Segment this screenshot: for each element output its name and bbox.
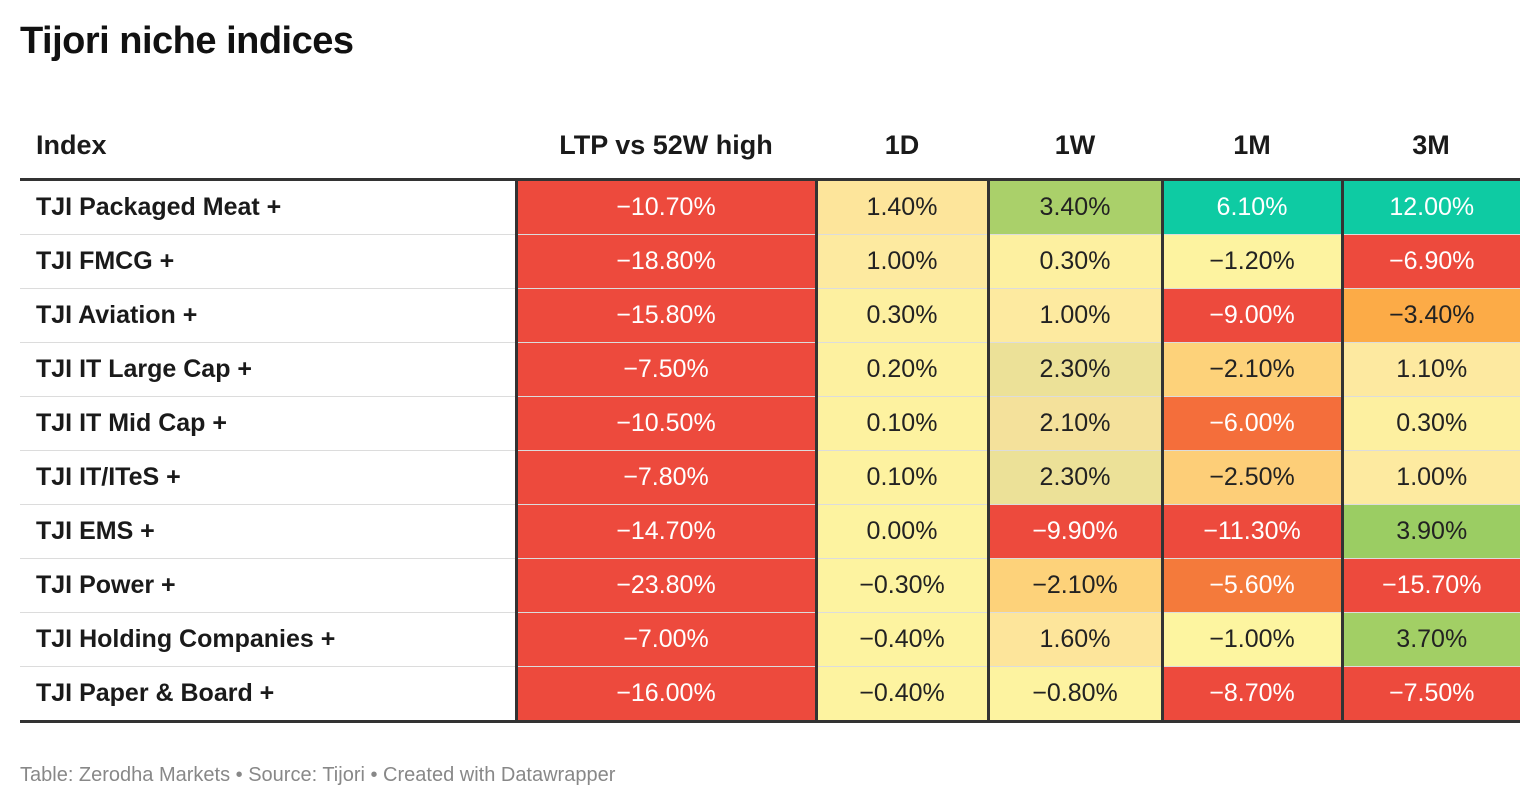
value-cell-1w: 0.30%	[986, 234, 1162, 289]
value-cell-1d: 0.10%	[814, 396, 988, 451]
value-cell-1w: 1.00%	[986, 288, 1162, 343]
column-header-ltp-vs-52w-high[interactable]: LTP vs 52W high	[516, 112, 816, 181]
value-cell-1d: 1.00%	[814, 234, 988, 289]
index-name-cell: TJI Power +	[20, 558, 516, 613]
value-cell-1m: −8.70%	[1160, 666, 1342, 723]
value-cell-3m: 0.30%	[1340, 396, 1520, 451]
value-cell-3m: 3.70%	[1340, 612, 1520, 667]
column-header-1d[interactable]: 1D	[816, 112, 988, 181]
value-cell-1m: −2.50%	[1160, 450, 1342, 505]
value-cell-1d: 0.00%	[814, 504, 988, 559]
value-cell-1d: −0.30%	[814, 558, 988, 613]
index-name-cell: TJI Packaged Meat +	[20, 179, 516, 235]
value-cell-1m: −1.20%	[1160, 234, 1342, 289]
column-header-1w[interactable]: 1W	[988, 112, 1162, 181]
header-row: Index LTP vs 52W high 1D 1W 1M 3M	[20, 112, 1520, 181]
value-cell-3m: −15.70%	[1340, 558, 1520, 613]
value-cell-3m: −3.40%	[1340, 288, 1520, 343]
value-cell-ltp-vs-52w-high: −10.50%	[514, 396, 816, 451]
table-row: TJI IT Mid Cap + −10.50% 0.10% 2.10% −6.00% 0…	[20, 396, 1520, 451]
value-cell-1d: 0.10%	[814, 450, 988, 505]
index-name-cell: TJI Paper & Board +	[20, 666, 516, 723]
table-row: TJI EMS + −14.70% 0.00% −9.90% −11.30% 3.90%	[20, 504, 1520, 559]
value-cell-ltp-vs-52w-high: −23.80%	[514, 558, 816, 613]
value-cell-1d: −0.40%	[814, 612, 988, 667]
table-row: TJI Holding Companies + −7.00% −0.40% 1.60%…	[20, 612, 1520, 667]
table-row: TJI IT Large Cap + −7.50% 0.20% 2.30% −2.10%…	[20, 342, 1520, 397]
table-row: TJI FMCG + −18.80% 1.00% 0.30% −1.20% −6.90%	[20, 234, 1520, 289]
value-cell-ltp-vs-52w-high: −10.70%	[514, 179, 816, 235]
value-cell-ltp-vs-52w-high: −7.00%	[514, 612, 816, 667]
table-row: TJI Aviation + −15.80% 0.30% 1.00% −9.00% −3.…	[20, 288, 1520, 343]
value-cell-3m: −6.90%	[1340, 234, 1520, 289]
value-cell-3m: −7.50%	[1340, 666, 1520, 723]
value-cell-1w: 2.10%	[986, 396, 1162, 451]
table-row: TJI Packaged Meat + −10.70% 1.40% 3.40% 6.10…	[20, 179, 1520, 235]
value-cell-1d: 0.20%	[814, 342, 988, 397]
value-cell-ltp-vs-52w-high: −16.00%	[514, 666, 816, 723]
table-row: TJI IT/ITeS + −7.80% 0.10% 2.30% −2.50% 1.00%	[20, 450, 1520, 505]
footer-credit: Table: Zerodha Markets • Source: Tijori …	[20, 764, 616, 786]
value-cell-ltp-vs-52w-high: −7.50%	[514, 342, 816, 397]
value-cell-1w: 3.40%	[986, 179, 1162, 235]
value-cell-1d: 0.30%	[814, 288, 988, 343]
value-cell-ltp-vs-52w-high: −14.70%	[514, 504, 816, 559]
chart-title: Tijori niche indices	[20, 20, 354, 62]
value-cell-1m: −2.10%	[1160, 342, 1342, 397]
value-cell-1m: −9.00%	[1160, 288, 1342, 343]
value-cell-3m: 1.00%	[1340, 450, 1520, 505]
table-row: TJI Power + −23.80% −0.30% −2.10% −5.60% −15.…	[20, 558, 1520, 613]
value-cell-1d: −0.40%	[814, 666, 988, 723]
value-cell-1m: −6.00%	[1160, 396, 1342, 451]
value-cell-1m: −1.00%	[1160, 612, 1342, 667]
value-cell-1w: 2.30%	[986, 342, 1162, 397]
value-cell-1d: 1.40%	[814, 179, 988, 235]
column-header-3m[interactable]: 3M	[1342, 112, 1520, 181]
heatmap-table: Index LTP vs 52W high 1D 1W 1M 3M TJI Pa…	[20, 112, 1520, 723]
table-row: TJI Paper & Board + −16.00% −0.40% −0.80% −8…	[20, 666, 1520, 723]
value-cell-3m: 12.00%	[1340, 179, 1520, 235]
value-cell-3m: 1.10%	[1340, 342, 1520, 397]
value-cell-1w: 2.30%	[986, 450, 1162, 505]
column-header-index[interactable]: Index	[20, 112, 516, 181]
value-cell-ltp-vs-52w-high: −7.80%	[514, 450, 816, 505]
column-header-1m[interactable]: 1M	[1162, 112, 1342, 181]
value-cell-1w: −2.10%	[986, 558, 1162, 613]
value-cell-1m: −11.30%	[1160, 504, 1342, 559]
value-cell-ltp-vs-52w-high: −15.80%	[514, 288, 816, 343]
index-name-cell: TJI IT Large Cap +	[20, 342, 516, 397]
value-cell-1m: 6.10%	[1160, 179, 1342, 235]
table-body: TJI Packaged Meat + −10.70% 1.40% 3.40% 6.10…	[20, 179, 1520, 723]
value-cell-1w: −9.90%	[986, 504, 1162, 559]
index-name-cell: TJI Holding Companies +	[20, 612, 516, 667]
value-cell-ltp-vs-52w-high: −18.80%	[514, 234, 816, 289]
value-cell-1w: 1.60%	[986, 612, 1162, 667]
index-name-cell: TJI EMS +	[20, 504, 516, 559]
index-name-cell: TJI IT/ITeS +	[20, 450, 516, 505]
index-name-cell: TJI FMCG +	[20, 234, 516, 289]
value-cell-1w: −0.80%	[986, 666, 1162, 723]
value-cell-1m: −5.60%	[1160, 558, 1342, 613]
value-cell-3m: 3.90%	[1340, 504, 1520, 559]
index-name-cell: TJI Aviation +	[20, 288, 516, 343]
index-name-cell: TJI IT Mid Cap +	[20, 396, 516, 451]
